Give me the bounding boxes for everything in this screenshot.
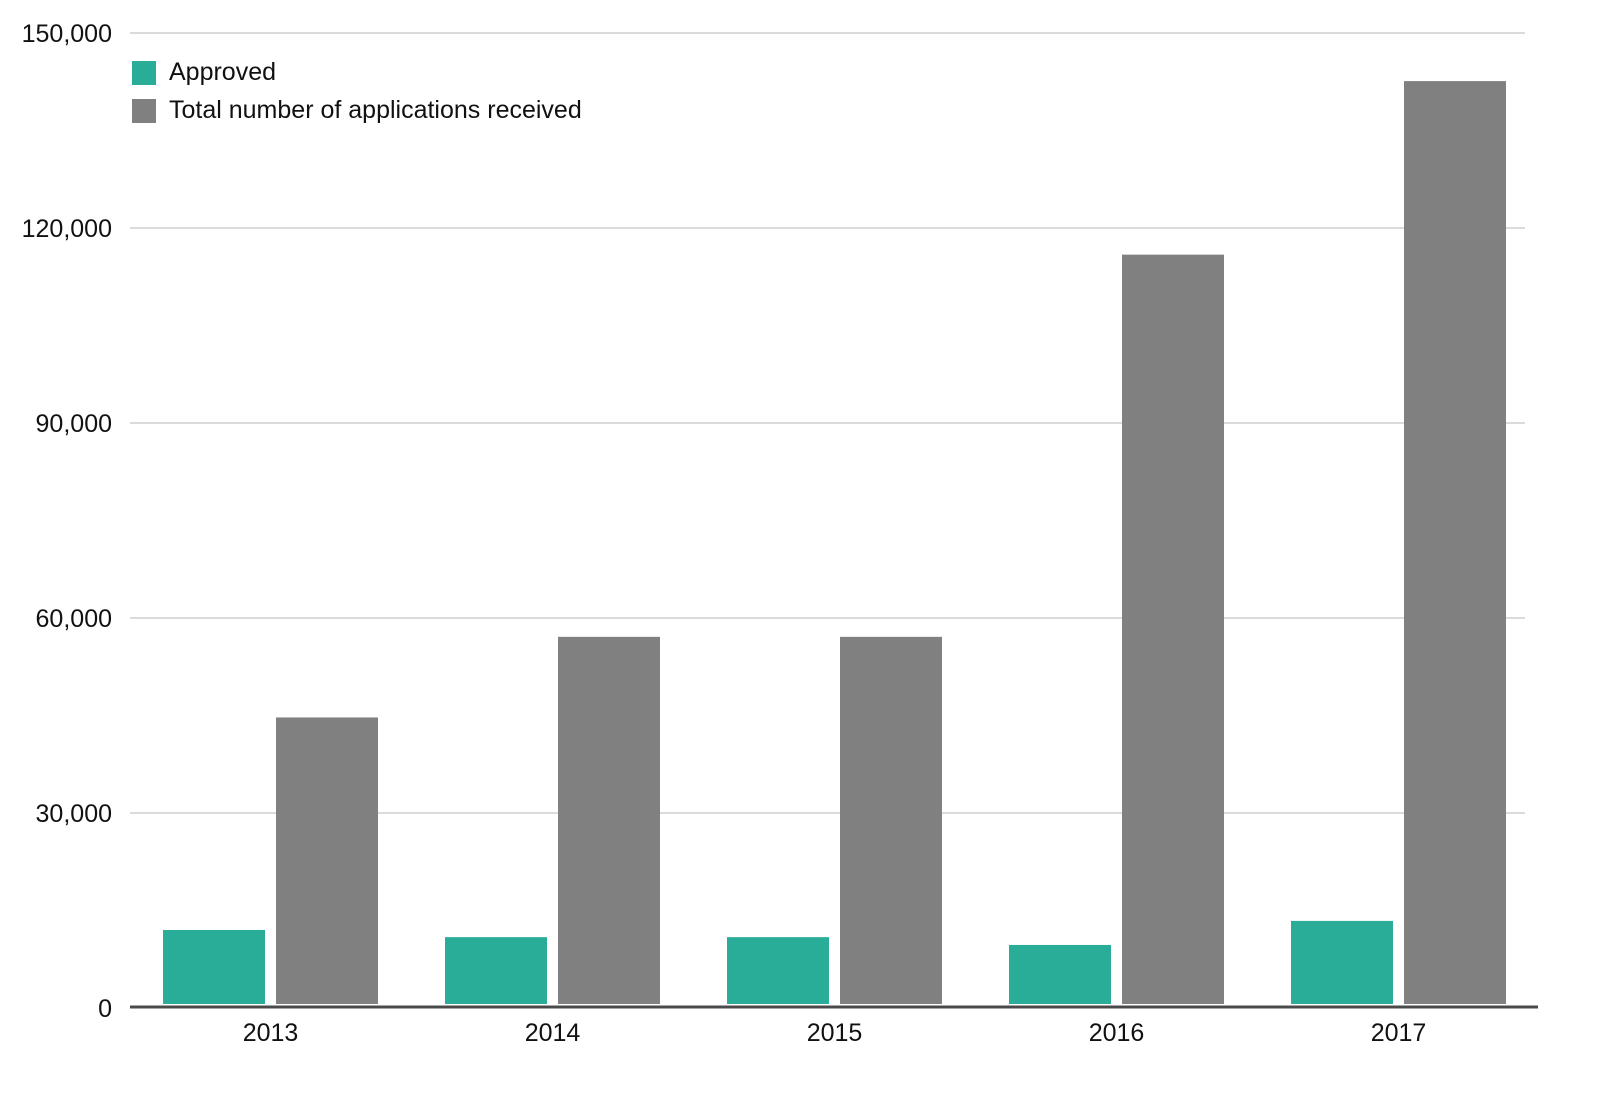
- legend-label-total-applications: Total number of applications received: [169, 96, 582, 124]
- x-tick-label: 2016: [1089, 1019, 1145, 1047]
- y-tick-label: 150,000: [22, 20, 112, 48]
- y-tick-label: 30,000: [36, 800, 112, 828]
- gridlines: [130, 32, 1525, 814]
- bar-total-applications-2017: [1404, 81, 1506, 1005]
- y-axis-tick-labels: 0 30,000 60,000 90,000 120,000 150,000: [22, 20, 112, 1023]
- y-tick-label: 90,000: [36, 410, 112, 438]
- bar-approved-2017: [1291, 920, 1393, 1004]
- bar-total-applications-2016: [1122, 254, 1224, 1004]
- y-tick-label: 60,000: [36, 605, 112, 633]
- x-tick-label: 2013: [243, 1019, 299, 1047]
- bar-total-applications-2013: [276, 717, 378, 1004]
- bar-approved-2014: [445, 937, 547, 1004]
- legend-swatch-approved: [132, 61, 156, 85]
- bar-approved-2013: [163, 930, 265, 1004]
- bar-total-applications-2014: [558, 636, 660, 1004]
- bar-total-applications-2015: [840, 636, 942, 1004]
- bars: [163, 81, 1506, 1005]
- y-tick-label: 0: [98, 995, 112, 1023]
- x-tick-label: 2015: [807, 1019, 863, 1047]
- x-tick-label: 2017: [1371, 1019, 1427, 1047]
- legend-label-approved: Approved: [169, 58, 276, 86]
- x-tick-label: 2014: [525, 1019, 581, 1047]
- bar-approved-2015: [727, 937, 829, 1004]
- legend-swatch-total-applications: [132, 99, 156, 123]
- y-tick-label: 120,000: [22, 215, 112, 243]
- bar-approved-2016: [1009, 944, 1111, 1004]
- legend: Approved Total number of applications rec…: [132, 58, 582, 124]
- x-axis-tick-labels: 2013 2014 2015 2016 2017: [243, 1019, 1427, 1047]
